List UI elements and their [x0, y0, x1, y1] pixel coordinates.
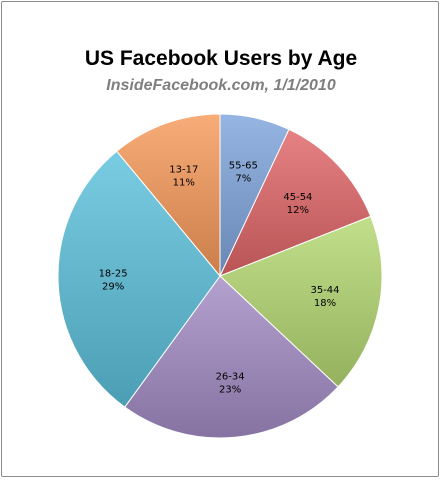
slice-percent-55-65: 7%: [235, 174, 251, 185]
pie-slices: [57, 113, 383, 439]
pie-labels: 55-65 7% 45-54 12% 35-44 18% 26-34 23% 18-25 29% 1…: [99, 161, 340, 396]
slice-label-13-17: 13-17: [169, 164, 198, 175]
pie-slice-35-44: [219, 215, 383, 388]
pie-slice-45-54: [219, 128, 372, 277]
slice-label-35-44: 35-44: [310, 285, 339, 296]
slice-percent-26-34: 23%: [219, 384, 241, 395]
pie-slice-18-25: [57, 150, 221, 408]
slice-percent-18-25: 29%: [102, 281, 124, 292]
slice-label-18-25: 18-25: [99, 268, 128, 279]
slice-label-26-34: 26-34: [216, 371, 245, 382]
slice-percent-13-17: 11%: [173, 177, 195, 188]
slice-percent-45-54: 12%: [287, 205, 309, 216]
slice-percent-35-44: 18%: [314, 298, 336, 309]
pie-slice-26-34: [124, 275, 339, 439]
pie-slice-13-17: [116, 113, 221, 278]
chart-title: US Facebook Users by Age: [84, 47, 358, 70]
slice-label-55-65: 55-65: [229, 161, 258, 172]
slice-label-45-54: 45-54: [283, 192, 312, 203]
chart-subtitle: InsideFacebook.com, 1/1/2010: [106, 77, 336, 94]
